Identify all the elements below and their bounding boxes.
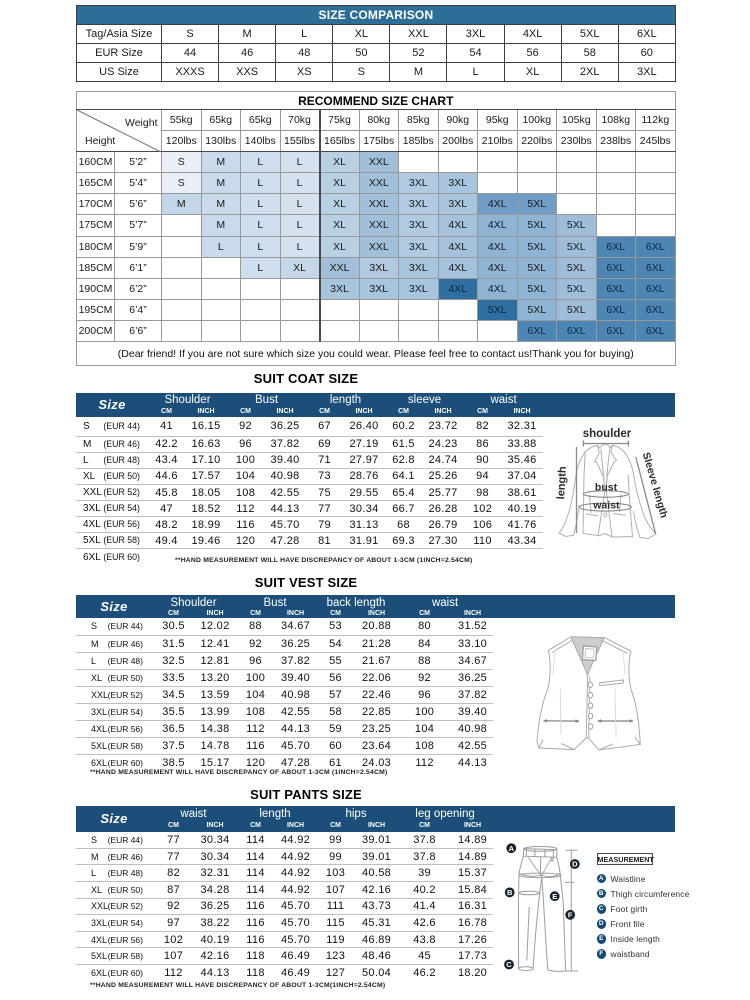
svg-text:E: E [552,892,557,901]
svg-text:A: A [509,844,515,853]
svg-text:length: length [555,466,569,500]
svg-text:shoulder: shoulder [583,428,632,440]
svg-text:Height: Height [85,135,115,147]
svg-text:Sleeve length: Sleeve length [640,451,670,519]
svg-text:D: D [572,860,578,869]
svg-text:C: C [506,960,512,969]
svg-text:B: B [507,888,513,897]
svg-text:bust: bust [595,482,618,494]
svg-text:F: F [568,911,573,920]
svg-text:waist: waist [592,500,620,512]
svg-text:Weight: Weight [125,117,158,129]
